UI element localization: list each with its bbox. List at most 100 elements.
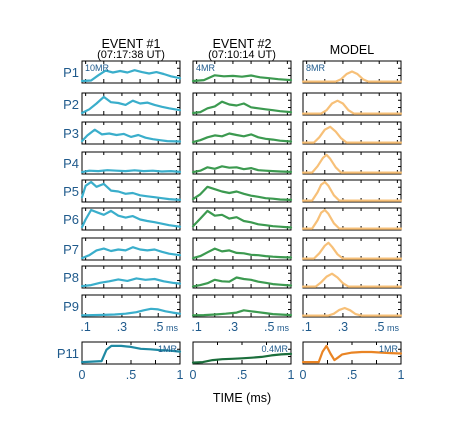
panel-p5-model-frame	[302, 179, 402, 203]
series-event2-p2	[191, 100, 293, 115]
series-model-p2	[301, 99, 403, 115]
series-event1-p4	[80, 169, 182, 174]
p11-tick-label-event2-1: .5	[237, 368, 247, 382]
x-tick-label-event1-1: .3	[117, 320, 127, 334]
column-title-event2: EVENT #2	[213, 37, 272, 51]
panel-p1-model: 8MR	[301, 60, 403, 84]
series-event1-p3	[80, 128, 182, 143]
series-event2-p9	[191, 309, 293, 317]
series-p11-event2	[191, 352, 293, 364]
series-p11-model	[301, 344, 403, 364]
x-tick-label-event2-0: .1	[191, 320, 201, 334]
panel-p7-event1	[80, 237, 182, 261]
scale-label-event1-p1: 10MR	[85, 63, 110, 73]
panel-label-p2: P2	[63, 97, 79, 112]
series-event2-p5	[191, 185, 293, 201]
panel-grid: 10MR 4MR 8MR	[80, 60, 403, 318]
x-unit-label-event1: ms	[166, 323, 178, 333]
panel-p5-model	[301, 179, 403, 203]
panel-p7-model-frame	[302, 237, 402, 261]
panel-p6-event1-frame	[81, 207, 181, 231]
scale-label-event2-p1: 4MR	[196, 63, 216, 73]
series-event2-p6	[191, 209, 293, 229]
x-tick-label-model-2: .5	[374, 320, 384, 334]
x-axis-label: TIME (ms)	[213, 391, 271, 405]
panel-p3-model-frame	[302, 121, 402, 145]
p11-tick-label-event2-2: 1	[288, 368, 295, 382]
panel-p11-model: 1MR 0 .5 1	[300, 341, 405, 382]
series-event1-p6	[80, 208, 182, 229]
panel-p8-event1-frame	[81, 265, 181, 289]
series-event2-p3	[191, 132, 293, 144]
panel-label-p9: P9	[63, 299, 79, 314]
series-event2-p1	[191, 74, 293, 83]
series-event1-p5	[80, 180, 182, 201]
panel-p7-event2-frame	[192, 237, 292, 261]
panel-p6-event2	[191, 207, 293, 231]
panel-p6-model-frame	[302, 207, 402, 231]
panel-p2-event1-frame	[81, 92, 181, 116]
panel-p8-model	[301, 265, 403, 289]
panel-p4-event1-frame	[81, 151, 181, 175]
column-subtitle-event1: (07:17:38 UT)	[97, 49, 165, 61]
panel-p7-model	[301, 237, 403, 261]
panel-p3-event1-frame	[81, 121, 181, 145]
panel-p2-event2	[191, 92, 293, 116]
panel-p7-event1-frame	[81, 237, 181, 261]
panel-p4-event2	[191, 151, 293, 175]
panel-p2-model-frame	[302, 92, 402, 116]
series-model-p3	[301, 125, 403, 144]
panel-label-p1: P1	[63, 65, 79, 80]
panel-p9-model	[301, 294, 403, 318]
panel-p4-event2-frame	[192, 151, 292, 175]
p11-tick-label-event2-0: 0	[190, 368, 197, 382]
panel-p3-event2-frame	[192, 121, 292, 145]
scale-label-model-p11: 1MR	[379, 344, 399, 354]
panel-label-p5: P5	[63, 184, 79, 199]
panel-p5-event1	[80, 179, 182, 203]
panel-p3-event1	[80, 121, 182, 145]
panel-p9-model-frame	[302, 294, 402, 318]
x-tick-label-model-1: .3	[338, 320, 348, 334]
p11-row: P11 1MR 0 .5 1 0.4MR 0 .5 1 1MR 0 .5 1	[57, 341, 405, 382]
series-model-p5	[301, 180, 403, 202]
panel-p8-event1	[80, 265, 182, 289]
panel-label-p3: P3	[63, 126, 79, 141]
panel-p8-model-frame	[302, 265, 402, 289]
panel-label-p6: P6	[63, 212, 79, 227]
panel-p8-event2	[191, 265, 293, 289]
scale-label-event2-p11: 0.4MR	[261, 344, 288, 354]
series-event1-p7	[80, 246, 182, 260]
p11-tick-label-event1-2: 1	[177, 368, 184, 382]
p11-tick-label-model-0: 0	[300, 368, 307, 382]
panel-p1-event2-frame	[192, 60, 292, 84]
panel-p2-model	[301, 92, 403, 116]
panel-p8-event2-frame	[192, 265, 292, 289]
series-event1-p2	[80, 95, 182, 115]
panel-p3-event2	[191, 121, 293, 145]
x-axis-top-panels: .1.3.5 ms .1.3.5 ms .1.3.5 ms	[80, 320, 399, 334]
panel-p9-event2-frame	[192, 294, 292, 318]
panel-label-p7: P7	[63, 242, 79, 257]
panel-p4-model-frame	[302, 151, 402, 175]
panel-p6-event1	[80, 207, 182, 231]
panel-p9-event2	[191, 294, 293, 318]
panel-p1-event1: 10MR	[80, 60, 182, 84]
panel-label-p8: P8	[63, 270, 79, 285]
series-model-p9	[301, 306, 403, 317]
series-event2-p7	[191, 247, 293, 260]
panel-label-p4: P4	[63, 156, 79, 171]
p11-tick-label-event1-1: .5	[126, 368, 136, 382]
panel-labels: P1 P2 P3 P4 P5 P6 P7 P8 P9	[63, 65, 79, 314]
panel-p11-event2: 0.4MR 0 .5 1	[190, 341, 295, 382]
series-event2-p4	[191, 165, 293, 174]
panel-p4-model	[301, 151, 403, 175]
p11-tick-label-model-1: .5	[347, 368, 357, 382]
panel-p1-event1-frame	[81, 60, 181, 84]
panel-p1-model-frame	[302, 60, 402, 84]
series-event2-p8	[191, 276, 293, 288]
x-tick-label-event2-1: .3	[228, 320, 238, 334]
panel-p1-event2: 4MR	[191, 60, 293, 84]
panel-p3-model	[301, 121, 403, 145]
